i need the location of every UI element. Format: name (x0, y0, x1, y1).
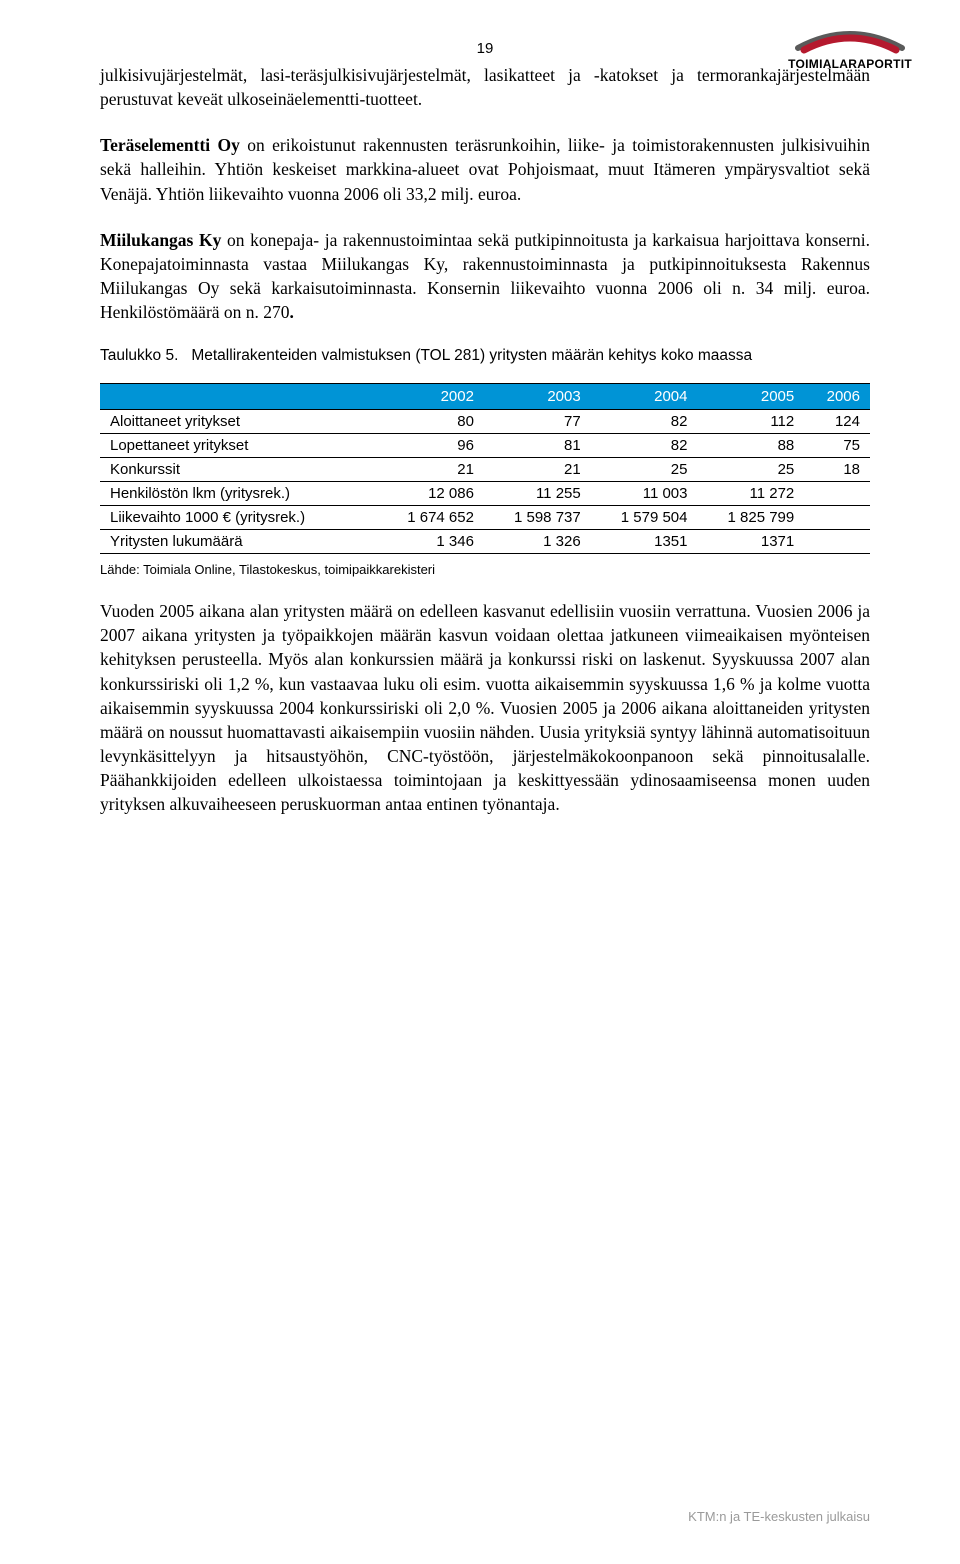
table-header-row: 2002 2003 2004 2005 2006 (100, 384, 870, 410)
table-row: Liikevaihto 1000 € (yritysrek.)1 674 652… (100, 506, 870, 530)
table-cell: 81 (484, 434, 591, 458)
paragraph-4: Vuoden 2005 aikana alan yritysten määrä … (100, 599, 870, 816)
table-cell: Lopettaneet yritykset (100, 434, 377, 458)
table-row: Lopettaneet yritykset9681828875 (100, 434, 870, 458)
table-cell: 11 255 (484, 482, 591, 506)
paragraph-3-dot: . (290, 302, 294, 322)
table-cell: 1 579 504 (591, 506, 698, 530)
paragraph-1: julkisivujärjestelmät, lasi-teräsjulkisi… (100, 63, 870, 111)
table-row: Henkilöstön lkm (yritysrek.)12 08611 255… (100, 482, 870, 506)
table-header-cell: 2002 (377, 384, 484, 410)
table-cell: 1 674 652 (377, 506, 484, 530)
table-caption-prefix: Taulukko 5. (100, 347, 178, 364)
logo-arc-icon (790, 28, 910, 54)
table-cell: 1351 (591, 530, 698, 554)
table-cell: 21 (377, 458, 484, 482)
table-cell: 82 (591, 434, 698, 458)
table-cell: Konkurssit (100, 458, 377, 482)
table-cell: Henkilöstön lkm (yritysrek.) (100, 482, 377, 506)
page-number: 19 (100, 40, 870, 57)
table-cell: 75 (804, 434, 870, 458)
table-cell (804, 530, 870, 554)
table-cell: 12 086 (377, 482, 484, 506)
table-caption-text: Metallirakenteiden valmistuksen (TOL 281… (191, 347, 752, 364)
table-cell: 1 825 799 (697, 506, 804, 530)
table-cell: 25 (697, 458, 804, 482)
table-cell: 82 (591, 410, 698, 434)
table-cell: 1 598 737 (484, 506, 591, 530)
table-cell: 11 272 (697, 482, 804, 506)
paragraph-3: Miilukangas Ky on konepaja- ja rakennust… (100, 228, 870, 325)
table-source: Lähde: Toimiala Online, Tilastokeskus, t… (100, 562, 870, 577)
table-header-cell: 2005 (697, 384, 804, 410)
table-header-cell: 2004 (591, 384, 698, 410)
table-cell: Yritysten lukumäärä (100, 530, 377, 554)
table-cell: 96 (377, 434, 484, 458)
table-cell: 124 (804, 410, 870, 434)
table-cell (804, 482, 870, 506)
table-cell: 1 326 (484, 530, 591, 554)
table-cell: 21 (484, 458, 591, 482)
table-header-cell (100, 384, 377, 410)
company-name-teraselementti: Teräselementti Oy (100, 135, 240, 155)
table-row: Yritysten lukumäärä1 3461 32613511371 (100, 530, 870, 554)
table-cell: 88 (697, 434, 804, 458)
table-header-cell: 2006 (804, 384, 870, 410)
table-cell: 80 (377, 410, 484, 434)
logo-text: TOIMIALARAPORTIT (788, 57, 912, 71)
page-footer: KTM:n ja TE-keskusten julkaisu (688, 1509, 870, 1524)
brand-logo: TOIMIALARAPORTIT (788, 28, 912, 71)
table-cell: 1 346 (377, 530, 484, 554)
table-cell: 112 (697, 410, 804, 434)
table-cell: Aloittaneet yritykset (100, 410, 377, 434)
paragraph-2: Teräselementti Oy on erikoistunut rakenn… (100, 133, 870, 205)
table-cell: 11 003 (591, 482, 698, 506)
table-header-cell: 2003 (484, 384, 591, 410)
table-cell: 25 (591, 458, 698, 482)
table-cell: 77 (484, 410, 591, 434)
table-row: Konkurssit2121252518 (100, 458, 870, 482)
table-cell: 18 (804, 458, 870, 482)
table-cell (804, 506, 870, 530)
table-caption: Taulukko 5. Metallirakenteiden valmistuk… (100, 346, 870, 367)
data-table: 2002 2003 2004 2005 2006 Aloittaneet yri… (100, 383, 870, 554)
table-cell: 1371 (697, 530, 804, 554)
company-name-miilukangas: Miilukangas Ky (100, 230, 221, 250)
table-row: Aloittaneet yritykset807782112124 (100, 410, 870, 434)
table-cell: Liikevaihto 1000 € (yritysrek.) (100, 506, 377, 530)
